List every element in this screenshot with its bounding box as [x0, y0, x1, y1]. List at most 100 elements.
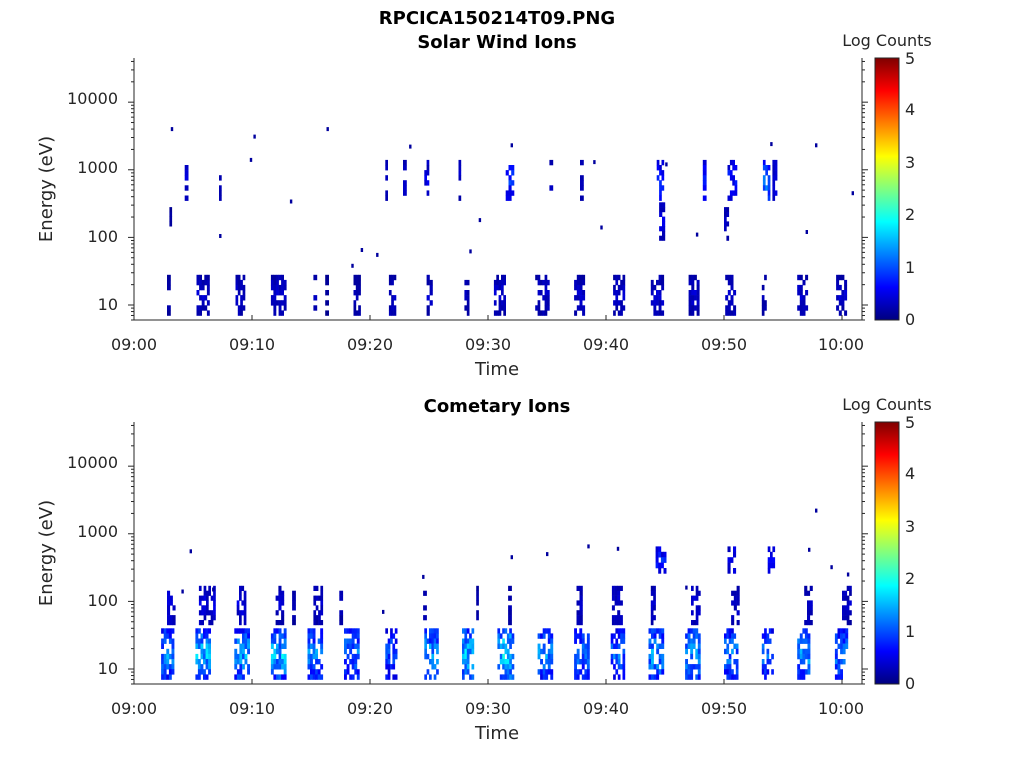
- data-cell: [498, 310, 502, 316]
- data-cell: [540, 659, 543, 665]
- data-cell: [501, 274, 504, 281]
- data-cell: [658, 546, 662, 553]
- data-cell: [240, 284, 243, 291]
- data-cell: [620, 664, 623, 670]
- data-cell: [550, 643, 554, 649]
- data-cell: [320, 628, 324, 634]
- data-cell: [358, 305, 361, 311]
- data-cell: [550, 653, 554, 660]
- data-cell: [499, 633, 503, 639]
- data-cell: [204, 274, 208, 281]
- data-cell: [163, 664, 167, 670]
- data-cell: [807, 605, 811, 611]
- x-tick-label: 09:20: [347, 699, 393, 718]
- data-cell: [662, 230, 666, 236]
- data-cell: [836, 295, 840, 301]
- data-cell: [613, 284, 616, 291]
- data-cell: [648, 638, 652, 644]
- data-cell: [244, 628, 248, 634]
- data-cell: [576, 295, 580, 301]
- data-cell: [617, 600, 621, 606]
- data-cell: [312, 638, 316, 644]
- data-cell: [846, 572, 850, 577]
- data-cell: [547, 295, 550, 301]
- data-cell: [313, 595, 317, 601]
- data-cell: [200, 648, 204, 655]
- data-cell: [661, 284, 665, 291]
- data-cell: [344, 643, 347, 649]
- data-cell: [197, 669, 201, 675]
- data-cell: [476, 615, 479, 621]
- data-cell: [219, 175, 222, 181]
- data-cell: [464, 643, 468, 649]
- data-cell: [270, 279, 274, 286]
- data-cell: [393, 295, 397, 301]
- data-cell: [579, 305, 583, 311]
- data-cell: [203, 653, 206, 660]
- data-cell: [471, 628, 475, 634]
- data-cell: [318, 595, 321, 601]
- data-cell: [579, 585, 583, 591]
- data-cell: [774, 175, 778, 181]
- data-cell: [310, 633, 313, 639]
- data-cell: [503, 305, 506, 311]
- data-cell: [731, 648, 734, 655]
- data-cell: [661, 274, 665, 281]
- data-cell: [458, 195, 462, 201]
- data-cell: [730, 557, 734, 563]
- data-cell: [236, 638, 240, 644]
- data-cell: [539, 290, 543, 296]
- data-cell: [731, 615, 735, 621]
- data-cell: [579, 284, 583, 291]
- data-cell: [471, 648, 475, 655]
- data-cell: [653, 674, 657, 680]
- data-cell: [648, 674, 652, 680]
- data-cell: [653, 628, 657, 634]
- data-cell: [661, 310, 665, 316]
- data-cell: [658, 290, 662, 296]
- data-cell: [620, 310, 623, 316]
- colorbar-tick-label: 1: [905, 622, 915, 641]
- data-cell: [462, 653, 465, 660]
- data-cell: [658, 310, 662, 316]
- data-cell: [586, 638, 590, 644]
- data-cell: [325, 300, 329, 306]
- data-cell: [195, 674, 199, 680]
- data-cell: [648, 659, 652, 665]
- data-cell: [392, 674, 396, 680]
- colorbar-tick-label: 3: [905, 153, 915, 172]
- data-cell: [210, 620, 214, 626]
- data-cell: [691, 284, 695, 291]
- data-cell: [508, 615, 512, 621]
- data-cell: [547, 305, 550, 311]
- data-cell: [198, 610, 202, 616]
- data-cell: [213, 590, 216, 596]
- data-cell: [278, 628, 282, 634]
- data-cell: [580, 180, 584, 186]
- data-cell: [611, 590, 615, 596]
- data-cell: [622, 669, 626, 675]
- data-cell: [409, 144, 412, 149]
- data-cell: [732, 159, 735, 166]
- data-cell: [499, 653, 503, 660]
- data-cell: [511, 180, 515, 186]
- data-cell: [727, 290, 731, 296]
- data-cell: [464, 295, 468, 301]
- data-cell: [499, 643, 503, 649]
- data-cell: [729, 190, 733, 196]
- data-cell: [837, 659, 841, 665]
- data-cell: [203, 648, 206, 655]
- data-cell: [426, 190, 430, 196]
- data-cell: [537, 653, 541, 660]
- data-cell: [283, 279, 287, 286]
- data-cell: [771, 628, 774, 634]
- data-cell: [690, 648, 694, 655]
- data-cell: [688, 290, 692, 296]
- data-cell: [695, 605, 699, 611]
- data-cell: [586, 664, 590, 670]
- data-cell: [508, 610, 512, 616]
- data-cell: [239, 615, 242, 621]
- data-cell: [429, 674, 432, 680]
- data-cell: [278, 274, 282, 281]
- data-cell: [281, 643, 284, 649]
